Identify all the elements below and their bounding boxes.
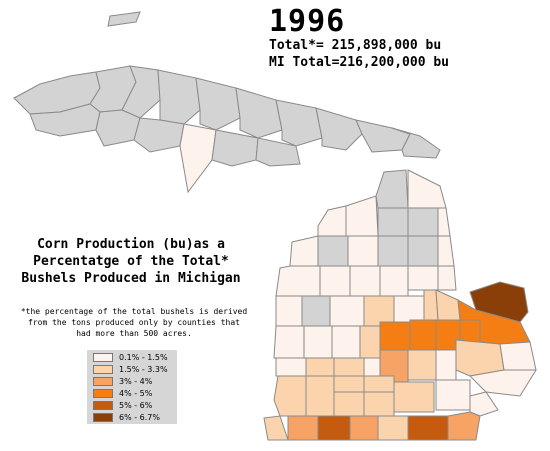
- legend-swatch: [93, 412, 113, 422]
- county-shape: [407, 169, 447, 209]
- county-shape: [275, 357, 307, 377]
- county-shape: [407, 265, 439, 291]
- county-shape: [329, 295, 365, 327]
- county-shape: [375, 169, 409, 209]
- county-shape: [275, 295, 303, 327]
- county-shape: [157, 69, 201, 125]
- county-shape: [273, 325, 305, 359]
- county-shape: [263, 415, 289, 441]
- legend-item: 1.5% - 3.3%: [93, 363, 168, 375]
- county-shape: [273, 375, 307, 417]
- county-shape: [407, 415, 449, 441]
- county-shape: [363, 375, 395, 393]
- county-shape: [349, 265, 381, 297]
- county-shape: [347, 235, 379, 267]
- legend-label: 1.5% - 3.3%: [119, 364, 168, 374]
- legend-swatch: [93, 388, 113, 398]
- county-shape: [391, 127, 441, 159]
- mi-total-bushels-text: MI Total=216,200,000 bu: [269, 55, 450, 70]
- county-shape: [301, 295, 331, 327]
- county-shape: [179, 123, 217, 194]
- legend-label: 6% - 6.7%: [119, 412, 160, 422]
- county-shape: [393, 381, 435, 413]
- county-shape: [235, 87, 283, 139]
- county-shape: [468, 369, 537, 397]
- county-shape: [437, 207, 451, 237]
- county-shape: [355, 119, 411, 153]
- map-title-line-3: Bushels Produced in Michigan: [21, 271, 241, 286]
- county-shape: [407, 207, 439, 237]
- county-shape: [379, 321, 411, 351]
- footnote-line-3: had more than 500 acres.: [76, 329, 192, 338]
- legend-swatch: [93, 364, 113, 374]
- county-shape: [437, 235, 455, 267]
- county-shape: [435, 349, 457, 381]
- county-shape: [377, 207, 409, 237]
- county-shape: [305, 375, 335, 417]
- county-shape: [345, 195, 379, 237]
- county-shape: [317, 415, 351, 441]
- county-shape: [499, 341, 537, 371]
- county-shape: [469, 391, 499, 417]
- county-shape: [195, 77, 241, 131]
- county-shape: [363, 391, 395, 417]
- legend: 0.1% - 1.5% 1.5% - 3.3% 3% - 4% 4% - 5% …: [87, 350, 177, 424]
- county-shape: [407, 349, 437, 381]
- county-shape: [317, 235, 349, 267]
- county-shape: [287, 415, 319, 441]
- year-title: 1996: [269, 4, 346, 39]
- county-shape: [319, 265, 351, 297]
- county-shape: [377, 415, 409, 441]
- legend-item: 4% - 5%: [93, 387, 152, 399]
- county-shape: [255, 137, 301, 167]
- footnote-line-1: *the percentage of the total bushels is …: [20, 307, 248, 316]
- county-shape: [359, 325, 381, 359]
- map-title-line-2: Percentatge of the Total*: [33, 254, 229, 269]
- legend-item: 5% - 6%: [93, 399, 152, 411]
- county-shape: [275, 99, 323, 147]
- county-shape: [435, 379, 471, 411]
- county-shape: [305, 357, 335, 377]
- legend-label: 5% - 6%: [119, 400, 153, 410]
- county-shape: [107, 11, 141, 27]
- county-shape: [289, 235, 319, 267]
- legend-label: 4% - 5%: [119, 388, 153, 398]
- county-shape: [455, 339, 505, 377]
- total-bushels-text: Total*= 215,898,000 bu: [269, 38, 442, 53]
- legend-label: 3% - 4%: [119, 376, 153, 386]
- county-shape: [303, 325, 333, 359]
- county-shape: [211, 129, 259, 167]
- county-shape: [95, 109, 141, 147]
- footnote-line-2: from the tons produced only by counties …: [28, 318, 240, 327]
- county-shape: [407, 235, 439, 267]
- legend-item: 0.1% - 1.5%: [93, 351, 168, 363]
- county-shape: [333, 357, 365, 377]
- legend-swatch: [93, 376, 113, 386]
- county-shape: [317, 205, 347, 237]
- county-shape: [349, 415, 379, 441]
- county-shape: [447, 411, 481, 441]
- county-shape: [333, 375, 365, 393]
- county-shape: [363, 357, 381, 377]
- legend-swatch: [93, 400, 113, 410]
- county-shape: [409, 319, 437, 351]
- map-title-line-1: Corn Production (bu)as a: [37, 237, 225, 252]
- county-shape: [437, 265, 457, 291]
- county-shape: [133, 117, 185, 153]
- legend-label: 0.1% - 1.5%: [119, 352, 168, 362]
- legend-swatch: [93, 352, 113, 362]
- county-shape: [275, 265, 321, 297]
- county-shape: [331, 325, 361, 359]
- map-title: Corn Production (bu)as a Percentatge of …: [0, 236, 262, 287]
- county-shape: [333, 391, 365, 417]
- county-shape: [377, 235, 409, 267]
- county-shape: [315, 107, 363, 151]
- legend-item: 3% - 4%: [93, 375, 152, 387]
- county-shape: [435, 289, 461, 321]
- footnote: *the percentage of the total bushels is …: [0, 306, 268, 339]
- legend-item: 6% - 6.7%: [93, 411, 160, 423]
- county-shape: [379, 265, 409, 297]
